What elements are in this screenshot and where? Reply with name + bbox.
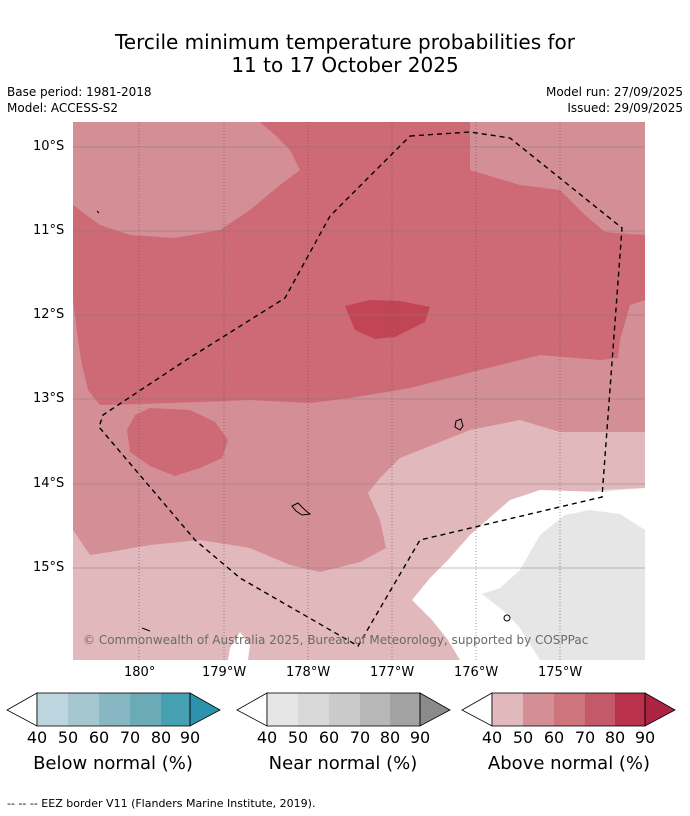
lon-label: 179°W: [202, 665, 247, 680]
tick-label: 40: [256, 728, 278, 747]
eez-footnote: -- -- -- EEZ border V11 (Flanders Marine…: [7, 797, 316, 810]
colorbar-above: [461, 692, 676, 727]
lat-label: 13°S: [33, 391, 65, 406]
tick-label: 80: [604, 728, 626, 747]
tick-label: 60: [88, 728, 110, 747]
region-above-70-80: [345, 300, 430, 339]
island-outline: [454, 418, 464, 431]
colorbar-below-title: Below normal (%): [33, 753, 193, 774]
colorbar-above-title: Above normal (%): [487, 753, 651, 774]
meta-left: Base period: 1981-2018 Model: ACCESS-S2: [7, 84, 152, 116]
tick-label: 60: [318, 728, 340, 747]
tick-label: 70: [349, 728, 371, 747]
model-run: Model run: 27/09/2025: [545, 85, 683, 99]
issued-date: Issued: 29/09/2025: [567, 101, 683, 115]
region-no-tercile-south: [228, 632, 250, 660]
island-outline: [172, 306, 181, 309]
island-outline: [141, 627, 151, 632]
lon-label: 178°W: [286, 665, 331, 680]
map-title: Tercile minimum temperature probabilitie…: [0, 31, 690, 77]
tick-label: 70: [574, 728, 596, 747]
island-outline: [291, 502, 312, 516]
tick-label: 40: [481, 728, 503, 747]
map-area: [73, 122, 645, 660]
lat-label: 11°S: [33, 223, 65, 238]
tick-label: 70: [119, 728, 141, 747]
region-no-tercile: [412, 488, 645, 660]
tick-label: 90: [409, 728, 431, 747]
colorbar-below: [6, 692, 221, 727]
tick-label: 60: [543, 728, 565, 747]
lon-label: 175°W: [538, 665, 583, 680]
tick-label: 80: [150, 728, 172, 747]
island-outline: [503, 614, 511, 622]
colorbar-near-title: Near normal (%): [268, 753, 418, 774]
lat-label: 14°S: [33, 476, 65, 491]
copyright-notice: © Commonwealth of Australia 2025, Bureau…: [83, 633, 589, 647]
lat-label: 10°S: [33, 139, 65, 154]
base-period: Base period: 1981-2018: [7, 85, 152, 99]
meta-right: Model run: 27/09/2025 Issued: 29/09/2025: [546, 84, 683, 116]
tick-label: 50: [57, 728, 79, 747]
region-above-60-70-west: [127, 408, 228, 476]
tick-label: 40: [26, 728, 48, 747]
title-line-1: Tercile minimum temperature probabilitie…: [114, 30, 576, 54]
lat-label: 12°S: [33, 307, 65, 322]
tick-label: 50: [512, 728, 534, 747]
island-outline: [96, 210, 100, 214]
title-line-2: 11 to 17 October 2025: [231, 53, 459, 77]
region-near-40-50: [482, 488, 645, 660]
region-above-60-70-north: [73, 122, 645, 405]
tick-label: 90: [634, 728, 656, 747]
colorbar-near: [236, 692, 451, 727]
tick-label: 50: [287, 728, 309, 747]
lat-label: 15°S: [33, 560, 65, 575]
eez-border: [98, 131, 623, 647]
tick-label: 80: [379, 728, 401, 747]
lon-label: 177°W: [370, 665, 415, 680]
lon-label: 180°: [124, 665, 156, 680]
model-name: Model: ACCESS-S2: [7, 101, 119, 115]
graticule: [73, 122, 645, 660]
lon-label: 176°W: [454, 665, 499, 680]
tick-label: 90: [179, 728, 201, 747]
